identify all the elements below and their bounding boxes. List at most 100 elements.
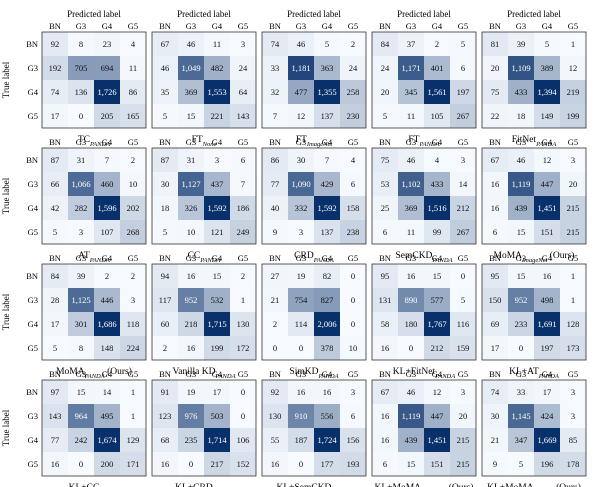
heatmap-cell [424, 452, 450, 476]
confusion-matrix-panel: 87 31 7 2 66 1,066 460 10 42 282 1,596 202 5 3 107 268 B… [1, 137, 147, 264]
heatmap-cell [534, 264, 560, 288]
heatmap-cell [68, 312, 94, 336]
cell-value-label: 0 [409, 343, 413, 353]
heatmap-cell [262, 264, 288, 288]
cell-value-label: 8 [79, 39, 83, 49]
heatmap-cell [560, 148, 586, 172]
heatmap-cell [398, 428, 424, 452]
heatmap-cell [94, 428, 120, 452]
x-axis-title: Predicted label [177, 9, 231, 19]
cell-value-label: 197 [457, 87, 470, 97]
heatmap-cell [398, 288, 424, 312]
heatmap-cell [314, 264, 340, 288]
cell-value-label: 369 [185, 87, 198, 97]
cell-value-label: 21 [491, 435, 500, 445]
cell-value-label: 7 [241, 179, 245, 189]
confusion-matrix-panel: 92 16 16 3 130 910 556 6 55 187 1,724 156 16 0 177 193 B… [261, 369, 367, 487]
heatmap-cell [152, 80, 178, 104]
column-tick-label: G3 [186, 21, 196, 31]
heatmap-cell [68, 220, 94, 244]
heatmap-cell [398, 196, 424, 220]
x-axis-title: Predicted label [507, 9, 561, 19]
column-tick-label: G5 [458, 21, 468, 31]
cell-value-label: 75 [381, 155, 390, 165]
panel-caption: KL+MoMAPANDA (Ours) [487, 482, 581, 487]
cell-value-label: 177 [321, 459, 334, 469]
heatmap-cell [534, 148, 560, 172]
cell-value-label: 3 [461, 155, 465, 165]
heatmap-cell [424, 56, 450, 80]
cell-value-label: 952 [185, 295, 198, 305]
heatmap-cell [152, 56, 178, 80]
heatmap-cell [424, 32, 450, 56]
cell-value-label: 1,394 [537, 87, 557, 97]
heatmap-cell [230, 104, 256, 128]
heatmap-cell [560, 336, 586, 360]
confusion-matrix-panel: 86 30 7 4 77 1,090 429 6 40 332 1,592 158 9 3 137 238 BN… [261, 137, 367, 264]
cell-value-label: 148 [101, 343, 114, 353]
column-tick-label: BN [379, 369, 391, 379]
cell-value-label: 20 [381, 87, 390, 97]
column-tick-label: G3 [296, 369, 306, 379]
column-tick-label: G5 [348, 369, 358, 379]
column-tick-label: G4 [102, 369, 113, 379]
cell-value-label: 192 [49, 63, 62, 73]
column-tick-label: G4 [212, 137, 223, 147]
heatmap-cell [340, 312, 366, 336]
cell-value-label: 217 [211, 459, 224, 469]
heatmap-cell [262, 196, 288, 220]
heatmap-cell [68, 404, 94, 428]
cell-value-label: 27 [271, 271, 280, 281]
panel-caption: FTPANDA [408, 135, 439, 148]
heatmap-cell [178, 56, 204, 80]
heatmap-cell [534, 452, 560, 476]
cell-value-label: 952 [515, 295, 528, 305]
cell-value-label: 31 [77, 155, 86, 165]
cell-value-label: 87 [161, 155, 170, 165]
cell-value-label: 121 [211, 227, 224, 237]
panel-frame [371, 147, 477, 245]
cell-value-label: 5 [383, 111, 387, 121]
cell-value-label: 2 [241, 271, 245, 281]
heatmap-cell [450, 264, 476, 288]
cell-value-label: 976 [185, 411, 198, 421]
cell-value-label: 86 [271, 155, 280, 165]
cell-value-label: 16 [407, 271, 416, 281]
cell-value-label: 6 [383, 459, 387, 469]
heatmap-cell [424, 80, 450, 104]
cell-value-label: 129 [127, 435, 140, 445]
column-tick-label: G3 [296, 253, 306, 263]
heatmap-cell [482, 56, 508, 80]
cell-value-label: 69 [491, 319, 500, 329]
heatmap-cell [42, 380, 68, 404]
heatmap-cell [152, 452, 178, 476]
column-tick-label: G4 [542, 253, 553, 263]
heatmap-cell [120, 196, 146, 220]
cell-value-label: 1,119 [512, 179, 531, 189]
cell-value-label: 14 [459, 179, 468, 189]
cell-value-label: 12 [433, 387, 442, 397]
heatmap-cell [42, 336, 68, 360]
cell-value-label: 0 [299, 343, 303, 353]
column-tick-label: G4 [102, 253, 113, 263]
cell-value-label: 1,109 [511, 63, 530, 73]
panel-frame [481, 31, 587, 129]
heatmap-cell [178, 452, 204, 476]
cell-value-label: 9 [493, 459, 497, 469]
heatmap-cell [314, 56, 340, 80]
row-tick-label: BN [26, 387, 38, 397]
heatmap-cell [178, 172, 204, 196]
heatmap-cell [262, 336, 288, 360]
cell-value-label: 15 [77, 387, 86, 397]
heatmap-cell [372, 220, 398, 244]
row-tick-label: BN [26, 155, 38, 165]
heatmap-cell [482, 380, 508, 404]
cell-value-label: 424 [541, 411, 555, 421]
heatmap-cell [398, 336, 424, 360]
cell-value-label: 46 [297, 39, 306, 49]
column-tick-label: BN [49, 137, 61, 147]
heatmap-cell [94, 288, 120, 312]
heatmap-cell [94, 172, 120, 196]
cell-value-label: 267 [457, 111, 470, 121]
cell-value-label: 0 [351, 295, 355, 305]
